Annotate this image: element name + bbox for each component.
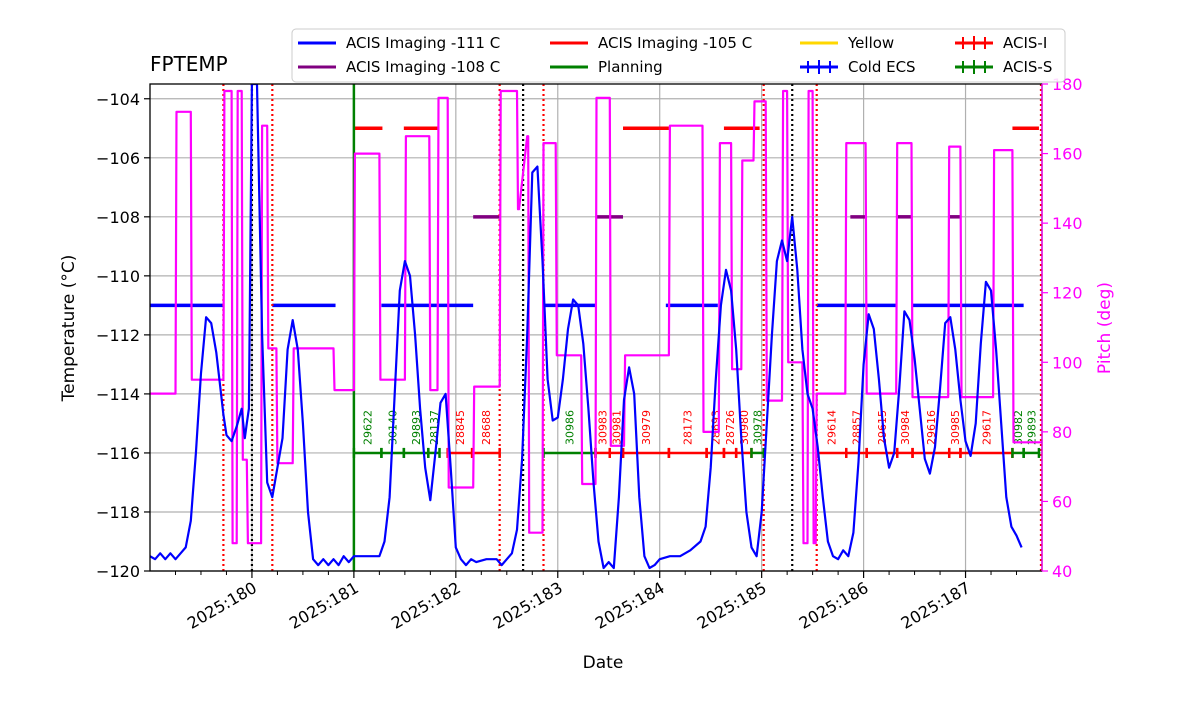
obsid-label: 28688 [480, 410, 493, 445]
obsid-label: 29622 [362, 410, 375, 445]
axes: −104−106−108−110−112−114−116−118−1201801… [96, 75, 1083, 633]
y2-tick-label: 160 [1052, 145, 1083, 164]
obsid-label: 30986 [563, 410, 576, 445]
y2-tick-label: 100 [1052, 353, 1083, 372]
y-tick-label: −114 [96, 385, 140, 404]
legend-box [291, 28, 1066, 83]
x-tick-label: 2025:185 [694, 578, 770, 633]
x-tick-label: 2025:187 [898, 578, 974, 633]
x-tick-label: 2025:182 [388, 578, 464, 633]
fptemp-line [150, 84, 1023, 570]
legend-label: ACIS Imaging -111 C [346, 34, 500, 52]
y2-tick-label: 60 [1052, 492, 1072, 511]
y-tick-label: −108 [96, 208, 140, 227]
chart-title: FPTEMP [150, 52, 228, 76]
obsid-label: 30978 [752, 410, 765, 445]
y2-tick-label: 120 [1052, 284, 1083, 303]
obsid-label: 30984 [899, 410, 912, 445]
obsid-label: 30985 [949, 410, 962, 445]
obsid-label: 30983 [597, 410, 610, 445]
x-tick-label: 2025:183 [490, 578, 566, 633]
y-tick-label: −112 [96, 326, 140, 345]
legend-label: ACIS-I [1003, 34, 1047, 52]
legend-label: ACIS Imaging -108 C [346, 58, 500, 76]
y2-tick-label: 40 [1052, 562, 1072, 581]
x-tick-label: 2025:184 [592, 578, 668, 633]
legend: ACIS Imaging -111 C ACIS Imaging -105 C Ye… [291, 28, 1066, 83]
y2-tick-label: 80 [1052, 423, 1072, 442]
x-axis-label: Date [583, 653, 624, 673]
legend-label: ACIS Imaging -105 C [598, 34, 752, 52]
y2-tick-label: 140 [1052, 214, 1083, 233]
y-tick-label: −118 [96, 503, 140, 522]
obsid-label: 28726 [724, 410, 737, 445]
y-tick-label: −116 [96, 444, 140, 463]
x-tick-label: 2025:186 [796, 578, 872, 633]
y-tick-label: −110 [96, 267, 140, 286]
y-tick-label: −120 [96, 562, 140, 581]
obsid-label: 30979 [640, 410, 653, 445]
y-axis-label: Temperature (°C) [59, 255, 79, 403]
obsid-label: 28845 [454, 410, 467, 445]
obsid-label: 29893 [1025, 410, 1038, 445]
legend-label: Yellow [847, 34, 894, 52]
obsid-label: 29617 [980, 410, 993, 445]
legend-label: Cold ECS [848, 58, 916, 76]
legend-label: ACIS-S [1003, 58, 1052, 76]
plot-area: 29622 30140 29893 28137 28845 28688 30986 30983… [150, 84, 1042, 571]
pitch-line [150, 89, 1042, 545]
y-tick-label: −106 [96, 149, 140, 168]
obsid-label: 29893 [410, 410, 423, 445]
obsid-label: 29614 [825, 410, 838, 445]
obsid-label: 28173 [682, 410, 695, 445]
obsid-label: 29616 [925, 410, 938, 445]
y-tick-label: −104 [96, 90, 140, 109]
legend-label: Planning [598, 58, 663, 76]
x-tick-label: 2025:180 [184, 578, 260, 633]
x-tick-label: 2025:181 [286, 578, 362, 633]
obsid-label: 30982 [1012, 410, 1025, 445]
y2-axis-label: Pitch (deg) [1095, 282, 1115, 374]
obsid-label: 30981 [610, 410, 623, 445]
